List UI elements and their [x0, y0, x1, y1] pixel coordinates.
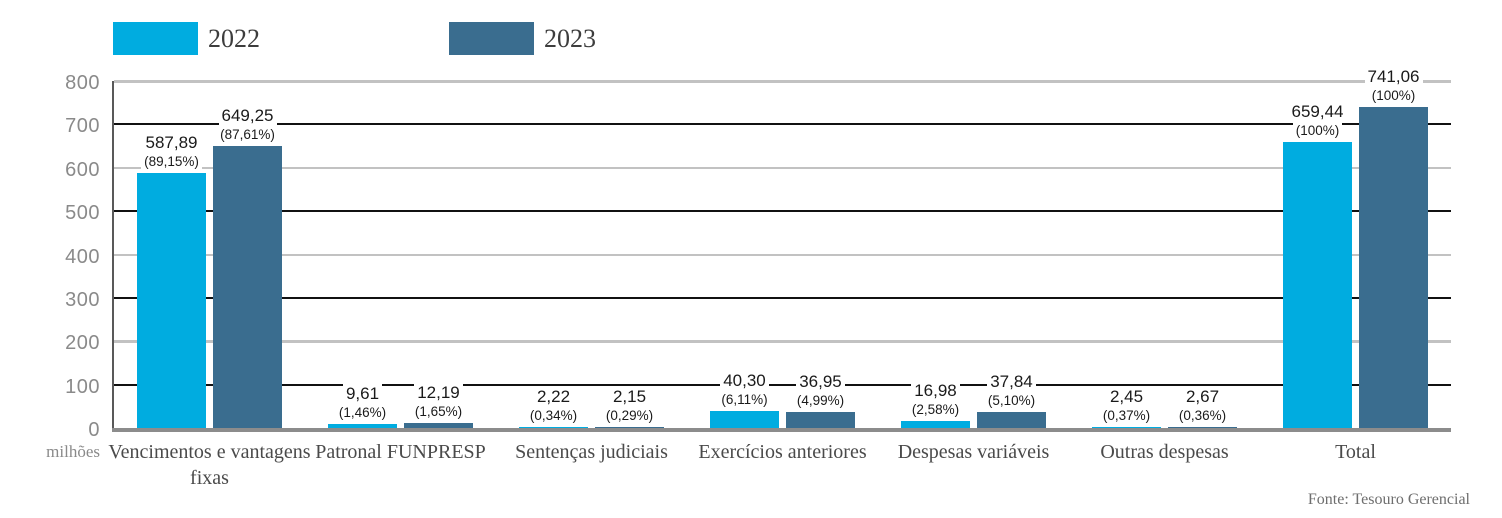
x-category-label-7: Total: [1335, 441, 1376, 463]
bar-value: 2,45: [1106, 386, 1147, 407]
bar-2023-6: [1168, 426, 1237, 428]
bar-percentage: (0,37%): [1099, 406, 1154, 424]
bar-2022-3: [519, 427, 588, 428]
x-category-label-6: Outras despesas: [1100, 441, 1229, 463]
y-tick-label-800: 800: [65, 72, 100, 94]
y-tick-label-500: 500: [65, 202, 100, 225]
x-category-label-5: Despesas variáveis: [897, 441, 1050, 463]
y-axis-unit-label: milhões: [46, 442, 100, 461]
gridline-500: [114, 210, 1451, 213]
bar-value: 741,06: [1364, 66, 1423, 87]
bar-value: 587,89: [142, 133, 201, 154]
legend-swatch-2023: [449, 22, 534, 55]
bar-percentage: (2,58%): [908, 400, 963, 418]
bar-value-label-2022-7: 659,44 (100%): [1258, 101, 1378, 140]
bar-value-label-2023-5: 37,84 (5,10%): [952, 371, 1072, 410]
bar-2022-2: [328, 423, 397, 428]
y-tick-label-300: 300: [65, 288, 100, 311]
legend-label-2023: 2023: [544, 24, 596, 53]
bar-percentage: (0,34%): [526, 407, 581, 425]
bar-percentage: (1,46%): [335, 403, 390, 421]
bar-percentage: (6,11%): [718, 390, 771, 408]
bar-percentage: (4,99%): [793, 391, 848, 409]
legend-swatch-2022: [113, 22, 198, 55]
gridline-700: [114, 123, 1451, 126]
bar-percentage: (87,61%): [217, 126, 278, 144]
x-category-label-4: Exercícios anteriores: [698, 441, 867, 463]
legend-label-2022: 2022: [208, 24, 260, 53]
x-category-label-1: Vencimentos e vantagens fixas: [108, 441, 311, 489]
bar-2023-2: [404, 422, 473, 428]
bar-2022-6: [1092, 426, 1161, 428]
gridline-400: [114, 253, 1451, 256]
bar-percentage: (5,10%): [984, 391, 1039, 409]
y-tick-label-400: 400: [65, 245, 100, 268]
bar-value: 37,84: [987, 371, 1036, 392]
bar-2023-4: [786, 411, 855, 428]
bar-value-label-2023-6: 2,67 (0,36%): [1143, 386, 1263, 425]
y-tick-label-200: 200: [65, 332, 100, 355]
bar-value: 2,67: [1182, 386, 1223, 407]
bar-value-label-2022-5: 16,98 (2,58%): [876, 380, 996, 419]
bar-value-label-2022-6: 2,45 (0,37%): [1067, 386, 1187, 425]
bar-value-label-2022-4: 40,30 (6,11%): [685, 370, 805, 409]
gridline-100: [114, 383, 1451, 386]
bar-value: 649,25: [218, 106, 277, 127]
bar-percentage: (1,65%): [411, 402, 466, 420]
y-tick-label-0: 0: [88, 419, 100, 441]
bar-percentage: (0,36%): [1175, 406, 1230, 424]
bar-value: 12,19: [414, 382, 463, 403]
y-axis-line: [112, 81, 114, 432]
bar-percentage: (89,15%): [141, 153, 202, 171]
bar-2022-7: [1283, 141, 1352, 428]
x-category-label-2: Patronal FUNPRESP: [315, 441, 486, 463]
gridline-600: [114, 166, 1451, 170]
bar-2022-4: [710, 410, 779, 428]
bar-value: 40,30: [720, 370, 769, 391]
bar-value: 16,98: [911, 380, 960, 401]
plot-area: 587,89 (89,15%) 9,61 (1,46%) 2,22 (0,34%) 40,3…: [112, 66, 1451, 432]
y-tick-label-600: 600: [65, 158, 100, 181]
bar-value-label-2023-2: 12,19 (1,65%): [379, 382, 499, 421]
bar-value-label-2022-2: 9,61 (1,46%): [303, 383, 423, 422]
bar-percentage: (100%): [1368, 86, 1419, 104]
x-axis-line: [112, 428, 1451, 432]
bar-2023-7: [1359, 106, 1428, 428]
bar-value-label-2022-1: 587,89 (89,15%): [112, 133, 232, 171]
bar-value: 2,15: [609, 387, 650, 408]
bar-value-label-2023-3: 2,15 (0,29%): [570, 387, 690, 425]
gridline-800: [114, 80, 1451, 83]
bar-percentage: (0,29%): [602, 407, 657, 425]
bar-2023-1: [213, 146, 282, 428]
bar-2022-5: [901, 420, 970, 428]
source-note: Fonte: Tesouro Gerencial: [1307, 491, 1470, 508]
bar-percentage: (100%): [1292, 121, 1343, 139]
bar-value: 2,22: [533, 387, 574, 408]
y-tick-label-100: 100: [65, 375, 100, 398]
bar-2022-1: [137, 173, 206, 428]
gridline-200: [114, 340, 1451, 343]
bar-value-label-2023-7: 741,06 (100%): [1334, 66, 1454, 105]
bar-value: 36,95: [796, 371, 845, 392]
gridline-300: [114, 296, 1451, 299]
bar-value-label-2023-4: 36,95 (4,99%): [761, 371, 881, 410]
bar-value-label-2023-1: 649,25 (87,61%): [188, 106, 308, 144]
x-category-label-3: Sentenças judiciais: [515, 441, 668, 463]
bar-value-label-2022-3: 2,22 (0,34%): [494, 387, 614, 425]
y-tick-label-700: 700: [65, 115, 100, 138]
bar-2023-3: [595, 427, 664, 428]
bar-value: 9,61: [342, 383, 383, 404]
bar-value: 659,44: [1288, 101, 1347, 122]
bar-2023-5: [977, 411, 1046, 428]
